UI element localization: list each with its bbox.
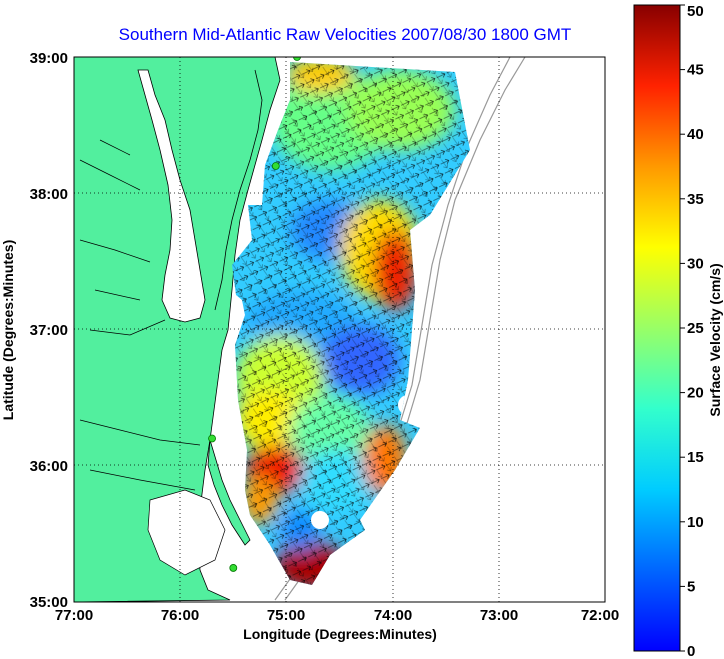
chesapeake-bay [137, 69, 206, 323]
x-tick-label: 76:00 [161, 607, 199, 624]
y-tick-label: 35:00 [30, 594, 68, 611]
y-tick-label: 37:00 [30, 322, 68, 339]
inner-estuaries [79, 139, 201, 491]
y-tick-label: 36:00 [30, 458, 68, 475]
plot-frame [73, 56, 606, 603]
colorbar-tick-label: 50 [687, 3, 704, 20]
y-tick-label: 39:00 [30, 50, 68, 67]
x-axis-label: Longitude (Degrees:Minutes) [243, 626, 437, 642]
x-tick-label: 77:00 [55, 607, 93, 624]
station-marker [271, 162, 280, 170]
colorbar-tick-label: 25 [687, 320, 704, 337]
land-mainland [74, 57, 281, 602]
outer-banks [207, 439, 251, 546]
colorbar-tick-label: 10 [687, 514, 704, 531]
x-tick-label: 75:00 [267, 607, 305, 624]
station-marker [293, 57, 301, 61]
colorbar-tick-label: 30 [687, 255, 704, 272]
x-tick-label: 72:00 [581, 607, 619, 624]
colorbar: 0 5 10 15 20 25 30 35 40 45 50 Surface Velocity (c… [633, 3, 723, 659]
pamlico-sound [147, 489, 226, 576]
colorbar-tick-label: 20 [687, 385, 704, 402]
station-marker [229, 564, 238, 572]
station-marker [208, 434, 216, 443]
map-title: Southern Mid-Atlantic Raw Velocities 200… [119, 25, 572, 44]
colorbar-tick-label: 15 [687, 449, 704, 466]
colorbar-ticks: 0 5 10 15 20 25 30 35 40 45 50 [680, 3, 704, 659]
colorbar-tick-label: 40 [687, 126, 704, 143]
colorbar-tick-label: 45 [687, 62, 704, 79]
station-markers [208, 57, 301, 572]
colorbar-tick-label: 5 [687, 578, 695, 595]
colorbar-tick-label: 35 [687, 191, 704, 208]
colorbar-tick-label: 0 [687, 643, 695, 659]
grid-lines [74, 57, 605, 602]
delmarva-coast [214, 69, 263, 311]
y-tick-label: 38:00 [30, 186, 68, 203]
plot-area [73, 56, 606, 603]
y-axis-label: Latitude (Degrees:Minutes) [0, 240, 16, 420]
x-axis: 77:00 76:00 75:00 74:00 73:00 72:00 Long… [55, 607, 619, 642]
colorbar-gradient [633, 4, 681, 652]
x-tick-label: 74:00 [374, 607, 412, 624]
x-tick-label: 73:00 [480, 607, 518, 624]
colorbar-label: Surface Velocity (cm/s) [707, 263, 723, 416]
y-axis: 35:00 36:00 37:00 38:00 39:00 Latitude (… [0, 50, 68, 611]
